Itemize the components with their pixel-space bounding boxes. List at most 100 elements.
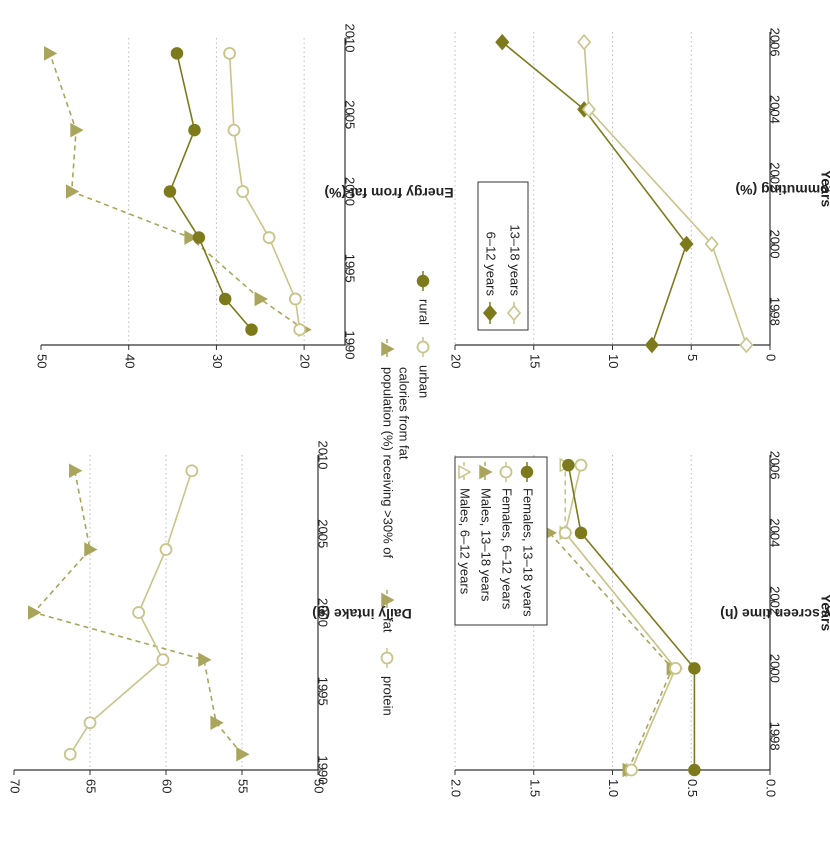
y-tick-label: 40 (122, 354, 137, 368)
legend-marker (520, 465, 534, 479)
x-tick-label: 2000 (342, 177, 357, 206)
legend-label: urban (417, 365, 432, 398)
legend-marker (381, 592, 395, 608)
data-point (254, 291, 268, 307)
y-tick-label: 50 (312, 779, 327, 793)
x-axis-title: Years (818, 594, 830, 632)
data-point (558, 526, 572, 540)
y-tick-label: 10 (606, 354, 621, 368)
y-tick-label: 50 (35, 354, 50, 368)
x-tick-label: 2004 (767, 95, 782, 124)
y-tick-label: 1.0 (606, 779, 621, 797)
legend-box (477, 181, 529, 331)
data-point (156, 653, 170, 667)
data-point (192, 231, 206, 244)
x-tick-label: 1995 (342, 254, 357, 283)
legend-marker (506, 304, 522, 322)
x-tick-label: 2004 (767, 518, 782, 547)
y-tick-label: 15 (527, 354, 542, 368)
data-point (159, 543, 173, 556)
data-point (223, 46, 236, 60)
legend-box (454, 456, 548, 626)
series-line (69, 470, 193, 755)
data-point (28, 605, 42, 620)
data-point (188, 123, 201, 137)
legend-label: Females, 6–12 years (500, 488, 515, 610)
data-point (44, 46, 58, 61)
x-tick-label: 2005 (315, 519, 330, 548)
legend-label: protein (381, 676, 396, 716)
legend-label: 6–12 years (484, 232, 499, 297)
y-tick-label: 60 (160, 779, 175, 793)
y-axis-title: Median daily screen time (h) (720, 606, 830, 622)
legend-marker (499, 465, 513, 479)
data-point (65, 184, 80, 199)
x-tick-label: 1998 (767, 722, 782, 751)
series-line (501, 41, 688, 346)
chart-panel-top-right: 1990 1995 2000 2005 2010 20 30 40 50 Energy from … (35, 24, 454, 559)
data-point (218, 292, 232, 306)
data-point (70, 122, 84, 138)
data-point (577, 33, 592, 51)
legend-marker (416, 274, 430, 288)
x-tick-label: 1995 (315, 677, 330, 706)
data-point (495, 33, 510, 51)
legend-marker (482, 304, 498, 322)
y-tick-label: 20 (449, 354, 464, 368)
data-point (84, 542, 98, 557)
y-tick-label: 30 (210, 354, 225, 368)
legend-label: calories from fat (397, 367, 412, 460)
x-tick-label: 2002 (767, 162, 782, 191)
legend-label: rural (417, 299, 432, 325)
x-tick-label: 2000 (315, 598, 330, 627)
y-axis-title: Energy from fat (%) (324, 185, 453, 201)
x-tick-label: 2006 (767, 28, 782, 57)
chart-panel-top-left: 1990 1995 2000 2005 2010 50 55 60 65 70 Daily inta… (8, 441, 412, 794)
data-point (245, 323, 258, 336)
x-tick-label: 2002 (767, 586, 782, 615)
chart-panel-bottom-left: 1998 2000 2002 2004 2006 0.0 0.5 1.0 1.5 2.0 Media… (449, 451, 830, 797)
data-point (185, 464, 199, 478)
legend-label: Females, 13–18 years (521, 488, 536, 617)
data-point (688, 763, 701, 777)
data-point (644, 336, 659, 354)
x-tick-label: 1998 (767, 297, 782, 326)
y-tick-label: 65 (84, 779, 99, 793)
y-tick-label: 70 (8, 779, 23, 793)
data-point (688, 662, 701, 675)
data-point (293, 323, 307, 337)
data-point (63, 747, 77, 761)
y-tick-label: 1.5 (527, 779, 542, 797)
data-point (227, 123, 241, 137)
legend-label: fat (381, 618, 396, 633)
data-point (236, 746, 250, 762)
y-tick-label: 0.0 (764, 779, 779, 797)
data-point (562, 458, 575, 472)
data-point (739, 336, 754, 354)
data-point (184, 230, 198, 245)
legend-label: Males, 13–18 years (479, 488, 494, 602)
data-point (132, 606, 146, 619)
legend-marker (381, 341, 395, 357)
x-tick-label: 2000 (767, 230, 782, 259)
series-line (583, 42, 748, 346)
x-tick-label: 1990 (315, 756, 330, 785)
y-tick-label: 0 (764, 354, 779, 361)
y-axis-title: Passive commuting (%) (735, 182, 830, 198)
data-point (69, 463, 83, 479)
legend-label: population (%) receiving >30% of (381, 367, 396, 559)
data-point (581, 101, 596, 118)
series-line (169, 53, 253, 331)
legend-marker (416, 340, 430, 354)
data-point (704, 235, 719, 253)
series-line (564, 464, 677, 771)
data-point (679, 235, 694, 253)
chart-panel-bottom-right: 1998 2000 2002 2004 2006 0 5 10 15 20 Passive comm… (449, 28, 830, 369)
y-axis-title: Daily intake (g) (312, 606, 412, 622)
legend-marker (380, 651, 394, 665)
legend-label: Males, 6–12 years (458, 488, 473, 595)
x-tick-label: 2000 (767, 654, 782, 683)
x-tick-label: 2006 (767, 451, 782, 480)
data-point (625, 763, 638, 777)
